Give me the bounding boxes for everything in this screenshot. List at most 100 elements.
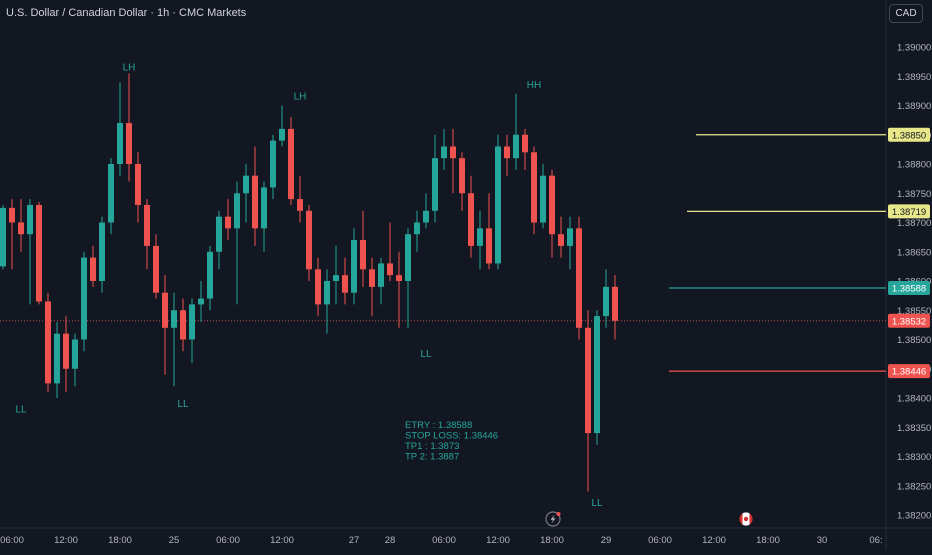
candle[interactable]	[180, 298, 186, 352]
x-axis-tick-label: 18:00	[108, 535, 132, 546]
candle[interactable]	[441, 128, 447, 170]
candle[interactable]	[558, 216, 564, 258]
x-axis-tick-label: 12:00	[270, 535, 294, 546]
candle[interactable]	[405, 228, 411, 328]
candle[interactable]	[45, 292, 51, 393]
candle[interactable]	[585, 310, 591, 492]
candle[interactable]	[486, 193, 492, 270]
candle[interactable]	[549, 169, 555, 258]
candle-body	[171, 310, 177, 328]
candle[interactable]	[513, 93, 519, 170]
candle[interactable]	[477, 210, 483, 270]
candle[interactable]	[0, 204, 6, 270]
candle[interactable]	[63, 316, 69, 393]
candle-body	[549, 175, 555, 235]
candle[interactable]	[333, 245, 339, 305]
candle[interactable]	[9, 199, 15, 270]
candle[interactable]	[450, 128, 456, 194]
candle[interactable]	[522, 128, 528, 170]
price-badge-label: 1.38588	[892, 284, 926, 295]
candle[interactable]	[108, 158, 114, 235]
candle[interactable]	[612, 275, 618, 340]
currency-button[interactable]: CAD	[889, 4, 923, 23]
candle[interactable]	[243, 164, 249, 223]
candle[interactable]	[306, 204, 312, 281]
candle[interactable]	[216, 210, 222, 270]
candle[interactable]	[567, 216, 573, 270]
candle[interactable]	[342, 257, 348, 305]
candle[interactable]	[135, 152, 141, 223]
candle[interactable]	[72, 333, 78, 387]
candle-body	[558, 234, 564, 246]
candle[interactable]	[432, 134, 438, 223]
canada-flag-icon[interactable]	[738, 511, 754, 527]
candle[interactable]	[378, 257, 384, 305]
candle[interactable]	[279, 105, 285, 147]
candle[interactable]	[414, 210, 420, 252]
candle[interactable]	[423, 193, 429, 229]
candle[interactable]	[36, 202, 42, 305]
candle[interactable]	[297, 175, 303, 223]
candle[interactable]	[126, 73, 132, 182]
candle[interactable]	[468, 175, 474, 258]
candle[interactable]	[198, 281, 204, 322]
candle[interactable]	[531, 146, 537, 235]
x-axis-tick-label: 06:00	[432, 535, 456, 546]
candle[interactable]	[81, 251, 87, 352]
candle-body	[504, 146, 510, 159]
candle[interactable]	[369, 257, 375, 317]
candle[interactable]	[540, 164, 546, 229]
candle[interactable]	[504, 134, 510, 176]
candle[interactable]	[54, 321, 60, 398]
candle[interactable]	[351, 228, 357, 305]
candle[interactable]	[171, 292, 177, 387]
candle-body	[477, 228, 483, 246]
candle[interactable]	[27, 199, 33, 305]
candle[interactable]	[324, 269, 330, 334]
trade-note-line: TP1 : 1.3873	[405, 441, 459, 452]
candle-body	[45, 301, 51, 384]
candle-body	[72, 339, 78, 369]
candle[interactable]	[603, 269, 609, 328]
candle[interactable]	[99, 216, 105, 293]
candle[interactable]	[387, 222, 393, 282]
x-axis-tick-label: 28	[385, 535, 396, 546]
candle[interactable]	[225, 199, 231, 241]
price-badge-bg	[888, 364, 930, 379]
candle-body	[126, 123, 132, 164]
x-axis-tick-label: 12:00	[702, 535, 726, 546]
candle[interactable]	[117, 82, 123, 176]
line-price-badge: 1.38850	[888, 127, 930, 142]
x-axis-tick-label: 06:00	[648, 535, 672, 546]
swing-label: LL	[15, 405, 27, 416]
candle[interactable]	[594, 310, 600, 445]
candle[interactable]	[207, 245, 213, 311]
candle[interactable]	[234, 181, 240, 305]
candle[interactable]	[18, 199, 24, 252]
y-axis-tick-label: 1.38200	[897, 511, 931, 522]
lightning-icon[interactable]	[545, 511, 561, 527]
candle[interactable]	[261, 181, 267, 252]
price-badge-bg	[888, 127, 930, 142]
candle[interactable]	[252, 146, 258, 246]
candle[interactable]	[90, 245, 96, 287]
candle[interactable]	[495, 134, 501, 270]
candle-body	[396, 275, 402, 281]
candle-body	[495, 146, 501, 264]
candle[interactable]	[270, 134, 276, 200]
candle[interactable]	[288, 117, 294, 205]
candle[interactable]	[189, 298, 195, 363]
candle[interactable]	[315, 257, 321, 317]
candle-body	[612, 286, 618, 321]
candle[interactable]	[360, 210, 366, 287]
line-price-badge: 1.38446	[888, 364, 930, 379]
candle[interactable]	[162, 275, 168, 375]
x-axis-tick-label: 12:00	[54, 535, 78, 546]
candle[interactable]	[459, 152, 465, 211]
candle[interactable]	[396, 251, 402, 328]
candle[interactable]	[144, 199, 150, 270]
candle[interactable]	[153, 234, 159, 299]
y-axis-tick-label: 1.38700	[897, 218, 931, 229]
candle[interactable]	[576, 216, 582, 340]
